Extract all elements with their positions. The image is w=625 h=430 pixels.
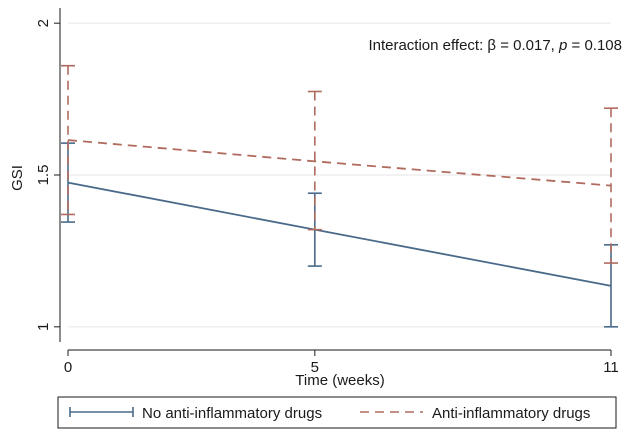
series-line-anti-inflammatory bbox=[67, 139, 612, 187]
x-tick-label: 11 bbox=[603, 359, 619, 376]
legend-box bbox=[57, 396, 617, 429]
y-axis-label: GSI bbox=[9, 165, 26, 191]
annotation-suffix: = 0.108 bbox=[567, 37, 622, 54]
legend-label-no-anti-inflammatory: No anti-inflammatory drugs bbox=[142, 405, 322, 422]
y-tick-label: 1 bbox=[35, 323, 52, 331]
annotation-prefix: Interaction effect: β = 0.017, bbox=[368, 37, 559, 54]
series-layer bbox=[61, 64, 618, 328]
axes bbox=[54, 8, 612, 356]
y-tick-label: 1.5 bbox=[35, 165, 52, 186]
interaction-annotation: Interaction effect: β = 0.017, p = 0.108 bbox=[368, 37, 622, 54]
series-line-no-anti-inflammatory bbox=[67, 181, 612, 287]
y-tick-label: 2 bbox=[35, 19, 52, 27]
x-tick-label: 0 bbox=[64, 359, 72, 376]
grid-lines bbox=[68, 22, 611, 328]
tick-labels: 1 1.5 2 0 5 11 bbox=[35, 19, 619, 376]
annotation-p-symbol: p bbox=[558, 37, 567, 54]
x-tick-label: 5 bbox=[311, 359, 319, 376]
legend: No anti-inflammatory drugs Anti-inflamma… bbox=[57, 396, 617, 429]
legend-label-anti-inflammatory: Anti-inflammatory drugs bbox=[432, 405, 590, 422]
x-axis-label: Time (weeks) bbox=[295, 372, 384, 389]
